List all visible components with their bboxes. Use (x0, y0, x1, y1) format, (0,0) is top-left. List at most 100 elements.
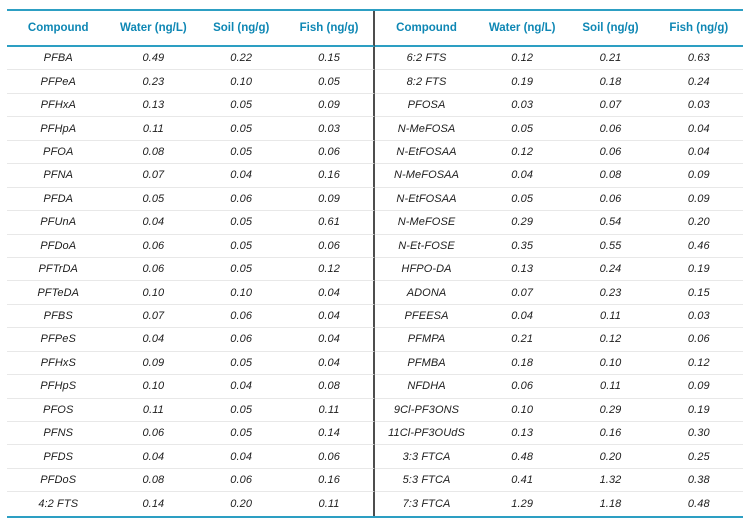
table-row: PFTrDA 0.06 0.05 0.12 (7, 257, 375, 282)
water-value-cell: 0.41 (511, 474, 534, 487)
compound-cell: NFDHA (407, 380, 446, 393)
column-header-fish: Fish (ng/g) (299, 22, 359, 34)
compound-cell: PFMPA (407, 333, 446, 346)
compound-cell: PFHpA (40, 122, 77, 135)
soil-value-cell: 1.32 (599, 474, 622, 487)
soil-value-cell: 0.06 (230, 192, 253, 205)
fish-value-cell: 0.38 (687, 474, 710, 487)
water-value-cell: 0.04 (511, 169, 534, 182)
compound-cell: PFEESA (404, 310, 449, 323)
compound-cell: 11Cl-PF3OUdS (388, 427, 465, 440)
fish-value-cell: 0.03 (318, 122, 340, 135)
soil-value-cell: 0.10 (230, 75, 253, 88)
water-value-cell: 0.06 (511, 380, 534, 393)
soil-value-cell: 0.16 (599, 427, 622, 440)
compound-cell: N-Et-FOSE (398, 239, 455, 252)
compound-cell: PFNS (43, 427, 74, 440)
table-row: PFMPA 0.21 0.12 0.06 (375, 328, 743, 352)
compound-cell: N-EtFOSAA (396, 192, 457, 205)
water-value-cell: 0.07 (511, 286, 534, 299)
soil-value-cell: 0.05 (230, 403, 253, 416)
compound-cell: PFDoA (40, 239, 77, 252)
water-value-cell: 0.23 (142, 75, 165, 88)
soil-value-cell: 0.23 (599, 286, 622, 299)
compound-cell: PFTeDA (37, 286, 80, 299)
fish-value-cell: 0.30 (687, 427, 710, 440)
soil-value-cell: 0.55 (599, 239, 622, 252)
water-value-cell: 0.11 (142, 122, 164, 135)
compound-cell: 9Cl-PF3ONS (393, 403, 460, 416)
fish-value-cell: 0.20 (687, 216, 710, 229)
compound-cell: 5:3 FTCA (402, 474, 451, 487)
compound-cell: PFDS (43, 450, 74, 463)
table-row: N-EtFOSAA 0.05 0.06 0.09 (375, 188, 743, 212)
water-value-cell: 0.19 (511, 75, 534, 88)
fish-value-cell: 0.11 (318, 403, 340, 416)
water-value-cell: 0.04 (142, 216, 165, 229)
water-value-cell: 0.04 (511, 310, 534, 323)
soil-value-cell: 0.24 (599, 263, 622, 276)
fish-value-cell: 0.63 (687, 52, 710, 65)
compound-cell: PFDoS (40, 474, 77, 487)
fish-value-cell: 0.09 (687, 192, 710, 205)
column-header-fish: Fish (ng/g) (669, 22, 729, 34)
soil-value-cell: 0.10 (599, 356, 622, 369)
compound-cell: PFOS (43, 403, 74, 416)
soil-value-cell: 0.05 (230, 145, 253, 158)
soil-value-cell: 0.06 (230, 310, 253, 323)
fish-value-cell: 0.04 (318, 333, 340, 346)
fish-value-cell: 0.14 (318, 427, 340, 440)
soil-value-cell: 0.20 (599, 450, 622, 463)
water-value-cell: 0.10 (142, 380, 165, 393)
table-row: PFUnA 0.04 0.05 0.61 (7, 211, 375, 235)
table-row: 9Cl-PF3ONS 0.10 0.29 0.19 (375, 399, 743, 422)
soil-value-cell: 0.04 (230, 169, 253, 182)
fish-value-cell: 0.19 (687, 403, 710, 416)
water-value-cell: 0.21 (511, 333, 534, 346)
soil-value-cell: 0.11 (600, 380, 621, 393)
water-value-cell: 0.18 (511, 356, 534, 369)
water-value-cell: 0.10 (142, 286, 165, 299)
water-value-cell: 0.05 (511, 192, 534, 205)
table-row: 11Cl-PF3OUdS 0.13 0.16 0.30 (375, 422, 743, 446)
left-table-body: PFBA 0.49 0.22 0.15 PFPeA 0.23 0.10 0.05… (7, 47, 375, 516)
compound-cell: 6:2 FTS (406, 52, 447, 65)
water-value-cell: 0.06 (142, 263, 165, 276)
left-table: Compound Water (ng/L) Soil (ng/g) Fish (… (7, 11, 375, 516)
fish-value-cell: 0.24 (687, 75, 710, 88)
table-row: N-Et-FOSE 0.35 0.55 0.46 (375, 235, 743, 258)
water-value-cell: 0.48 (511, 450, 534, 463)
table-row: PFOSA 0.03 0.07 0.03 (375, 94, 743, 118)
fish-value-cell: 0.46 (687, 239, 710, 252)
soil-value-cell: 1.18 (599, 498, 622, 511)
compound-cell: PFHxS (40, 356, 76, 369)
fish-value-cell: 0.06 (318, 450, 340, 463)
table-row: PFOS 0.11 0.05 0.11 (7, 398, 375, 422)
water-value-cell: 0.10 (511, 403, 534, 416)
fish-value-cell: 0.04 (318, 356, 340, 369)
compound-cell: PFNA (43, 169, 74, 182)
soil-value-cell: 0.06 (599, 122, 622, 135)
water-value-cell: 0.14 (142, 498, 165, 511)
fish-value-cell: 0.25 (687, 450, 710, 463)
soil-value-cell: 0.10 (230, 286, 253, 299)
fish-value-cell: 0.05 (318, 75, 340, 88)
table-row: PFTeDA 0.10 0.10 0.04 (7, 281, 375, 305)
water-value-cell: 0.08 (142, 474, 165, 487)
table-row: PFHxS 0.09 0.05 0.04 (7, 351, 375, 376)
table-row: N-MeFOSA 0.05 0.06 0.04 (375, 117, 743, 141)
table-row: PFHxA 0.13 0.05 0.09 (7, 93, 375, 118)
fish-value-cell: 0.08 (318, 380, 340, 393)
table-row: PFPeA 0.23 0.10 0.05 (7, 70, 375, 94)
table-row: 3:3 FTCA 0.48 0.20 0.25 (375, 445, 743, 469)
fish-value-cell: 0.04 (687, 145, 710, 158)
table-row: PFDoA 0.06 0.05 0.06 (7, 234, 375, 258)
table-row: NFDHA 0.06 0.11 0.09 (375, 375, 743, 399)
soil-value-cell: 0.05 (230, 99, 253, 112)
table-row: PFMBA 0.18 0.10 0.12 (375, 352, 743, 376)
table-row: PFDS 0.04 0.04 0.06 (7, 445, 375, 469)
water-value-cell: 0.05 (511, 122, 534, 135)
soil-value-cell: 0.07 (599, 99, 622, 112)
water-value-cell: 0.04 (142, 333, 165, 346)
table-row: 4:2 FTS 0.14 0.20 0.11 (7, 492, 375, 516)
